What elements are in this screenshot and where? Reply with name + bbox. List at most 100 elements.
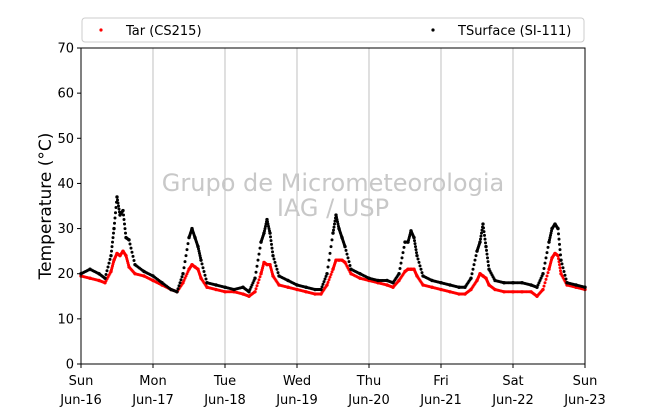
data-point-fill xyxy=(202,269,206,273)
data-point-fill xyxy=(414,248,418,252)
data-point-fill xyxy=(471,267,475,271)
data-point-fill xyxy=(258,246,262,250)
data-point-fill xyxy=(124,231,127,235)
data-point-fill xyxy=(324,274,328,278)
data-point-fill xyxy=(544,256,548,260)
data-point-fill xyxy=(413,239,416,243)
data-point xyxy=(481,222,485,226)
data-point-fill xyxy=(328,275,332,279)
x-axis-ticks: Sun Jun-16 Mon Jun-17 Tue Jun-18 Wed Jun-19 Thu J… xyxy=(59,364,606,408)
data-point-fill xyxy=(274,264,278,268)
data-point xyxy=(541,272,545,276)
x-tick-label-day: Sun xyxy=(573,374,598,389)
data-point-fill xyxy=(557,257,560,261)
data-point-fill xyxy=(254,287,258,291)
data-point-fill xyxy=(111,240,114,244)
data-point-fill xyxy=(255,264,259,268)
data-point xyxy=(175,290,179,294)
data-point-fill xyxy=(263,229,266,233)
y-tick-label: 30 xyxy=(57,222,74,237)
data-point-fill xyxy=(485,248,488,252)
data-point-fill xyxy=(267,224,270,228)
data-point-fill xyxy=(131,254,135,258)
data-point xyxy=(253,276,257,280)
y-tick-label: 0 xyxy=(66,358,74,373)
data-point-fill xyxy=(546,245,550,249)
data-point-fill xyxy=(335,218,339,222)
data-point-fill xyxy=(400,256,404,260)
data-point-fill xyxy=(346,256,350,260)
watermark: Grupo de Micrometeorologia IAG / USP xyxy=(162,169,504,222)
data-point-fill xyxy=(543,261,547,265)
data-point-fill xyxy=(474,254,478,258)
data-point-fill xyxy=(558,266,562,270)
data-point-fill xyxy=(479,237,482,241)
data-point-fill xyxy=(111,236,115,240)
data-point-fill xyxy=(204,277,208,281)
data-point-fill xyxy=(546,271,550,275)
data-point-fill xyxy=(182,278,186,282)
y-tick-label: 10 xyxy=(57,312,74,327)
legend-box xyxy=(81,17,585,43)
data-point-fill xyxy=(562,269,566,273)
data-point-fill xyxy=(197,249,201,253)
data-point-fill xyxy=(263,227,267,231)
data-point xyxy=(127,238,131,242)
data-point xyxy=(121,208,125,213)
data-point-fill xyxy=(419,267,423,271)
data-point-fill xyxy=(486,260,490,264)
data-point-fill xyxy=(484,241,487,245)
data-point-fill xyxy=(560,262,564,266)
data-point xyxy=(325,283,329,287)
data-point xyxy=(412,235,416,240)
data-point-fill xyxy=(183,276,187,280)
data-point-fill xyxy=(414,245,417,249)
data-point-fill xyxy=(249,285,253,289)
data-point-fill xyxy=(418,264,422,268)
data-point-fill xyxy=(272,257,276,261)
data-point-fill xyxy=(106,265,110,269)
data-point-fill xyxy=(558,242,561,246)
data-point-fill xyxy=(559,253,562,257)
data-point-fill xyxy=(398,266,402,270)
data-point-fill xyxy=(558,263,561,267)
data-point-fill xyxy=(179,278,183,282)
data-point-fill xyxy=(255,284,259,288)
data-point-fill xyxy=(197,247,200,251)
data-point-fill xyxy=(257,252,261,256)
data-point-fill xyxy=(257,278,261,282)
data-point-fill xyxy=(110,249,113,253)
data-point-fill xyxy=(123,222,126,226)
data-point-fill xyxy=(401,251,405,255)
data-point-fill xyxy=(266,222,270,226)
data-point-fill xyxy=(186,242,190,246)
y-tick-label: 20 xyxy=(57,267,74,282)
data-point-fill xyxy=(399,261,403,265)
data-point-fill xyxy=(276,271,280,275)
data-point-fill xyxy=(200,262,204,266)
data-point xyxy=(559,258,563,262)
data-point-fill xyxy=(544,277,548,281)
legend-label-tar: Tar (CS215) xyxy=(125,24,202,39)
x-tick-label-date: Jun-19 xyxy=(275,393,318,408)
data-point-fill xyxy=(539,276,543,280)
data-point-fill xyxy=(332,228,335,232)
x-tick-label-day: Sat xyxy=(502,374,523,389)
data-point-fill xyxy=(114,211,117,215)
data-point-fill xyxy=(483,233,486,237)
data-point-fill xyxy=(275,267,279,271)
data-point-fill xyxy=(336,220,339,224)
data-point-fill xyxy=(273,260,277,264)
x-tick-label-day: Tue xyxy=(213,374,236,389)
x-tick-label-date: Jun-16 xyxy=(59,393,102,408)
x-tick-label-date: Jun-23 xyxy=(563,393,606,408)
data-point-fill xyxy=(270,242,273,246)
data-point-fill xyxy=(248,288,252,292)
data-point-fill xyxy=(182,266,186,270)
x-tick-label-day: Wed xyxy=(283,374,311,389)
data-point-fill xyxy=(327,278,331,282)
data-point-fill xyxy=(559,269,562,273)
data-point-fill xyxy=(198,251,201,255)
y-tick-label: 60 xyxy=(57,87,74,102)
